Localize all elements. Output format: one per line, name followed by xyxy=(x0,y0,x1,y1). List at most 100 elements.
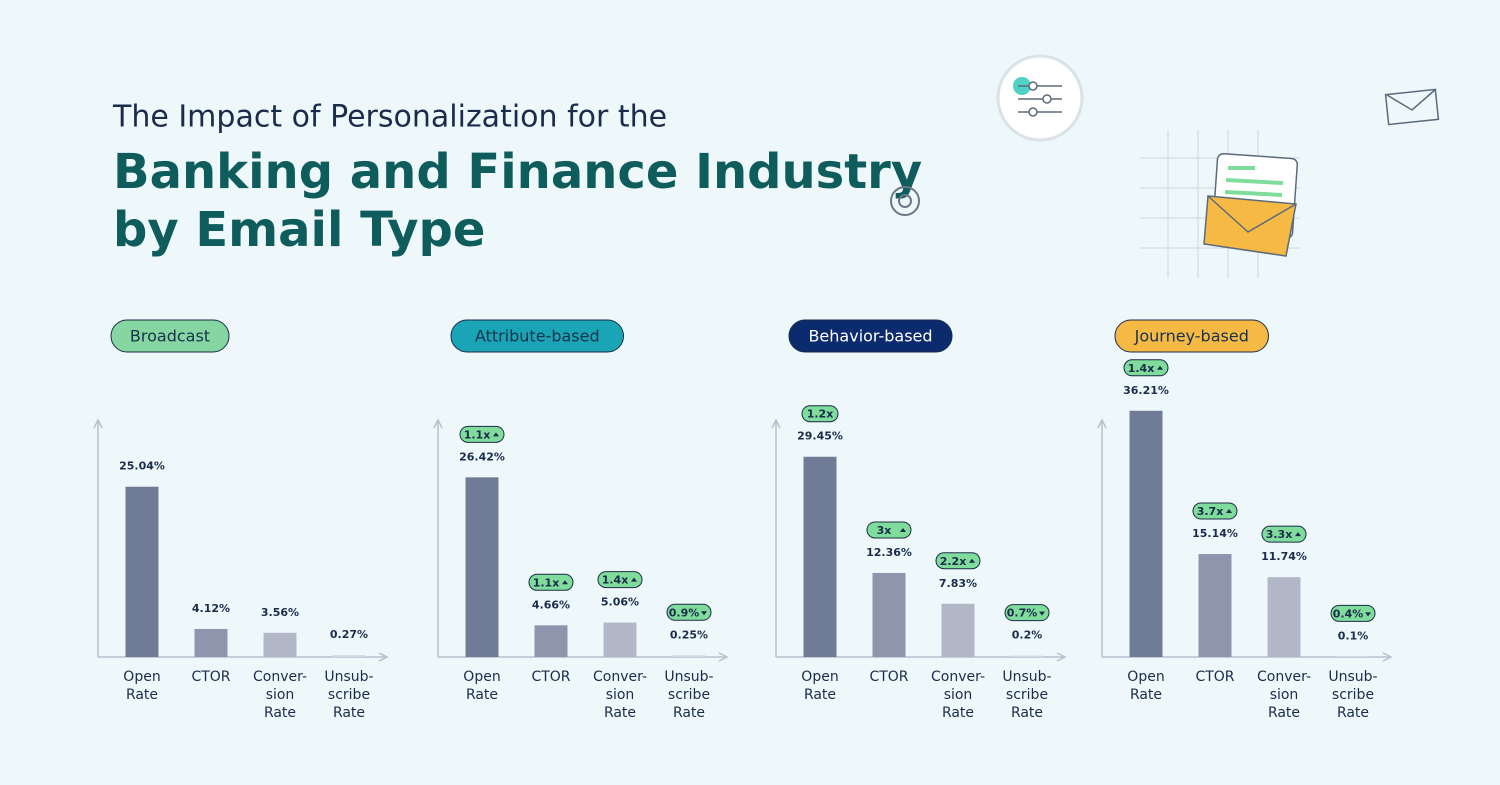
bar xyxy=(603,622,637,657)
value-label: 7.83% xyxy=(939,577,977,590)
value-label: 0.2% xyxy=(1012,629,1043,642)
x-tick-label: Rate xyxy=(804,687,836,703)
arrow-up xyxy=(1226,509,1232,514)
x-tick-label: Unsub- xyxy=(664,669,713,685)
multiplier-pill xyxy=(1192,502,1238,520)
badge-label: Broadcast xyxy=(130,327,210,346)
x-tick-label: Unsub- xyxy=(1328,669,1377,685)
bar xyxy=(465,477,499,657)
arrow-up xyxy=(969,558,975,563)
arrow-up xyxy=(900,527,906,532)
value-label: 11.74% xyxy=(1261,550,1307,563)
x-tick-label: Unsub- xyxy=(324,669,373,685)
axis-arrow xyxy=(433,418,443,429)
badge-label: Attribute-based xyxy=(475,327,600,346)
multiplier-pill xyxy=(866,521,912,539)
axis-arrow xyxy=(1056,652,1067,662)
multiplier-label: 1.1x xyxy=(533,576,560,589)
value-label: 0.27% xyxy=(330,628,368,641)
title-line: by Email Type xyxy=(113,202,485,258)
axis-arrow xyxy=(771,418,781,429)
multiplier-pill xyxy=(459,425,505,443)
multiplier-pill xyxy=(1004,604,1050,622)
bar xyxy=(1198,554,1232,657)
x-tick-label: sion xyxy=(266,687,295,703)
decoration xyxy=(890,54,1440,278)
axis-arrow xyxy=(1097,418,1107,429)
x-tick-label: Rate xyxy=(673,705,705,721)
category-badge xyxy=(450,319,624,353)
x-tick-label: Open xyxy=(1127,669,1164,685)
x-tick-label: scribe xyxy=(1006,687,1048,703)
value-label: 4.66% xyxy=(532,598,570,611)
x-tick-label: CTOR xyxy=(869,669,908,685)
bar xyxy=(803,456,837,657)
bar xyxy=(672,655,706,657)
multiplier-pill xyxy=(801,405,839,423)
arrow-up xyxy=(631,577,637,582)
arrow-down xyxy=(1365,612,1371,617)
x-tick-label: Rate xyxy=(333,705,365,721)
multiplier-pill xyxy=(935,552,981,570)
multiplier-label: 1.2x xyxy=(807,408,834,421)
multiplier-label: 1.4x xyxy=(602,574,629,587)
multiplier-label: 3.3x xyxy=(1266,528,1293,541)
value-label: 3.56% xyxy=(261,606,299,619)
multiplier-pill xyxy=(666,603,712,621)
multiplier-pill xyxy=(528,573,574,591)
x-tick-label: Rate xyxy=(604,705,636,721)
bar xyxy=(332,655,366,657)
x-tick-label: scribe xyxy=(668,687,710,703)
bar xyxy=(125,486,159,657)
value-label: 36.21% xyxy=(1123,384,1169,397)
value-label: 26.42% xyxy=(459,450,505,463)
multiplier-label: 0.9% xyxy=(669,606,700,619)
bar xyxy=(534,625,568,657)
multiplier-label: 0.4% xyxy=(1333,607,1364,620)
x-tick-label: Conver- xyxy=(931,669,985,685)
value-label: 12.36% xyxy=(866,546,912,559)
x-tick-label: sion xyxy=(1270,687,1299,703)
title-line: The Impact of Personalization for the xyxy=(112,100,667,135)
value-label: 25.04% xyxy=(119,460,165,473)
arrow-up xyxy=(562,580,568,585)
arrow-up xyxy=(1295,532,1301,537)
badge-label: Journey-based xyxy=(1134,327,1249,346)
multiplier-label: 1.4x xyxy=(1128,362,1155,375)
value-label: 29.45% xyxy=(797,430,843,443)
x-tick-label: scribe xyxy=(328,687,370,703)
arrow-down xyxy=(701,611,707,616)
bar xyxy=(263,632,297,657)
multiplier-label: 3.7x xyxy=(1197,505,1224,518)
arrow-up xyxy=(493,432,499,437)
bar xyxy=(872,572,906,657)
badge-label: Behavior-based xyxy=(808,327,932,346)
x-tick-label: Rate xyxy=(126,687,158,703)
x-tick-label: sion xyxy=(944,687,973,703)
x-tick-label: Conver- xyxy=(1257,669,1311,685)
multiplier-label: 0.7% xyxy=(1007,607,1038,620)
x-tick-label: Rate xyxy=(1337,705,1369,721)
bar xyxy=(941,603,975,657)
x-tick-label: Rate xyxy=(1011,705,1043,721)
x-tick-label: Rate xyxy=(1268,705,1300,721)
value-label: 0.1% xyxy=(1338,629,1369,642)
axis-arrow xyxy=(718,652,729,662)
x-tick-label: Conver- xyxy=(593,669,647,685)
x-tick-label: Rate xyxy=(942,705,974,721)
value-label: 15.14% xyxy=(1192,527,1238,540)
x-tick-label: Open xyxy=(801,669,838,685)
category-badge xyxy=(1114,319,1269,353)
multiplier-label: 3x xyxy=(877,524,892,537)
x-tick-label: Open xyxy=(463,669,500,685)
x-tick-label: CTOR xyxy=(531,669,570,685)
multiplier-label: 1.1x xyxy=(464,428,491,441)
value-label: 4.12% xyxy=(192,602,230,615)
multiplier-pill xyxy=(1330,604,1376,622)
x-tick-label: Open xyxy=(123,669,160,685)
axis-arrow xyxy=(1382,652,1393,662)
x-tick-label: Rate xyxy=(466,687,498,703)
value-label: 0.25% xyxy=(670,628,708,641)
